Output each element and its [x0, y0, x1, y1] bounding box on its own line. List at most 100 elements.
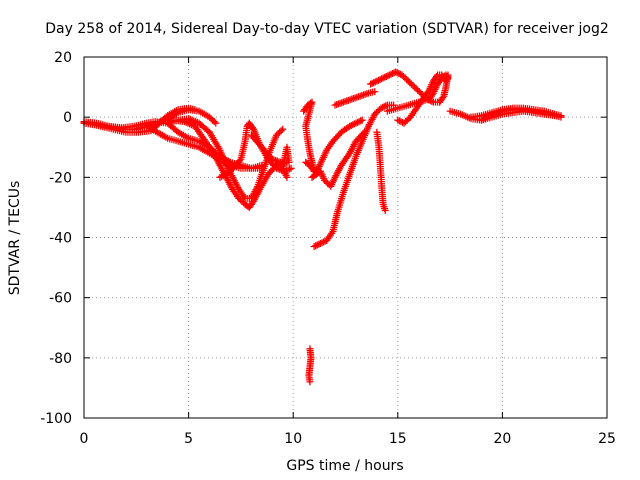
data-point	[191, 106, 199, 114]
data-point-interp	[384, 72, 392, 80]
data-point	[235, 194, 243, 202]
data-point-interp	[406, 79, 414, 87]
data-point-interp	[439, 94, 447, 102]
chart-title: Day 258 of 2014, Sidereal Day-to-day VTE…	[45, 21, 608, 37]
data-point-interp	[238, 197, 246, 205]
data-point	[398, 71, 406, 79]
data-point-interp	[371, 78, 379, 86]
data-point-interp	[277, 127, 285, 135]
data-point-interp	[357, 117, 365, 125]
data-point	[279, 125, 287, 133]
data-point-interp	[403, 76, 411, 84]
data-point	[352, 119, 360, 127]
data-point-interp	[376, 76, 384, 84]
data-point	[310, 243, 318, 251]
data-point-interp	[318, 239, 326, 247]
data-point	[373, 77, 381, 85]
data-point	[400, 119, 408, 127]
y-tick-label: -100	[40, 411, 72, 427]
data-point-interp	[322, 178, 330, 186]
y-tick-label: -40	[49, 231, 72, 247]
data-point	[346, 122, 354, 130]
y-tick-label: 20	[54, 50, 72, 66]
data-point	[367, 80, 375, 88]
axis-ticks: 0 5 10 15 20 25 -100 -80 -60 -40 -20 0 20	[40, 50, 616, 447]
data-point	[381, 206, 389, 214]
data-point-interp	[409, 82, 417, 90]
data-point	[321, 176, 329, 184]
x-tick-label: 10	[284, 431, 302, 447]
x-tick-label: 5	[184, 431, 193, 447]
data-point	[557, 112, 565, 120]
x-tick-label: 20	[493, 431, 511, 447]
x-tick-label: 0	[80, 431, 89, 447]
data-point-interp	[403, 116, 411, 124]
y-axis-label: SDTVAR / TECUs	[7, 181, 23, 296]
y-tick-label: -80	[49, 351, 72, 367]
data-point	[379, 74, 387, 82]
data-point-interp	[370, 79, 378, 87]
data-point	[371, 88, 379, 96]
data-point-interp	[382, 73, 390, 81]
data-point-interp	[395, 117, 403, 125]
data-point-interp	[349, 121, 357, 129]
data-point	[306, 378, 314, 386]
x-axis-label: GPS time / hours	[286, 458, 403, 474]
data-point-interp	[207, 115, 215, 123]
data-point	[385, 71, 393, 79]
data-point-interp	[379, 103, 387, 111]
data-point	[206, 113, 214, 121]
data-point	[358, 116, 366, 124]
data-point-interp	[433, 73, 441, 81]
data-point	[371, 110, 379, 118]
data-point-interp	[320, 238, 328, 246]
data-point-interp	[236, 157, 244, 165]
data-point	[316, 240, 324, 248]
data-point	[443, 77, 451, 85]
data-point-interp	[209, 116, 217, 124]
data-point-interp	[286, 165, 294, 173]
data-point-interp	[412, 85, 420, 93]
data-point-interp	[355, 118, 363, 126]
data-point	[417, 89, 425, 97]
data-point	[411, 83, 419, 91]
data-point-interp	[378, 75, 386, 83]
y-tick-label: -20	[49, 170, 72, 186]
data-point-interp	[380, 103, 388, 111]
data-point	[394, 116, 402, 124]
data-point-interp	[414, 86, 422, 94]
data-point-interp	[374, 107, 382, 115]
data-point-interp	[382, 102, 390, 110]
data-point-interp	[395, 70, 403, 78]
data-point-interp	[402, 118, 410, 126]
data-point-interp	[276, 128, 284, 136]
data-point-interp	[387, 70, 395, 78]
data-point-interp	[399, 118, 407, 126]
data-points	[80, 68, 565, 386]
data-point-interp	[393, 69, 401, 77]
x-tick-label: 15	[389, 431, 407, 447]
data-point-interp	[389, 70, 397, 78]
data-point	[283, 173, 291, 181]
data-point	[404, 77, 412, 85]
data-point	[287, 164, 295, 172]
data-point-interp	[381, 73, 389, 81]
data-point-interp	[312, 242, 320, 250]
data-point-interp	[274, 130, 282, 138]
data-point	[272, 131, 280, 139]
data-point-interp	[372, 109, 380, 117]
y-tick-label: -60	[49, 291, 72, 307]
data-point-interp	[315, 240, 323, 248]
data-point-interp	[236, 196, 244, 204]
data-point-interp	[354, 118, 362, 126]
data-point-interp	[374, 76, 382, 84]
data-point-interp	[210, 118, 218, 126]
data-point	[377, 104, 385, 112]
data-point	[212, 119, 220, 127]
plot-frame	[83, 56, 608, 419]
data-point-interp	[400, 73, 408, 81]
y-tick-label: 0	[63, 110, 72, 126]
data-point	[551, 112, 559, 120]
x-tick-label: 25	[598, 431, 616, 447]
